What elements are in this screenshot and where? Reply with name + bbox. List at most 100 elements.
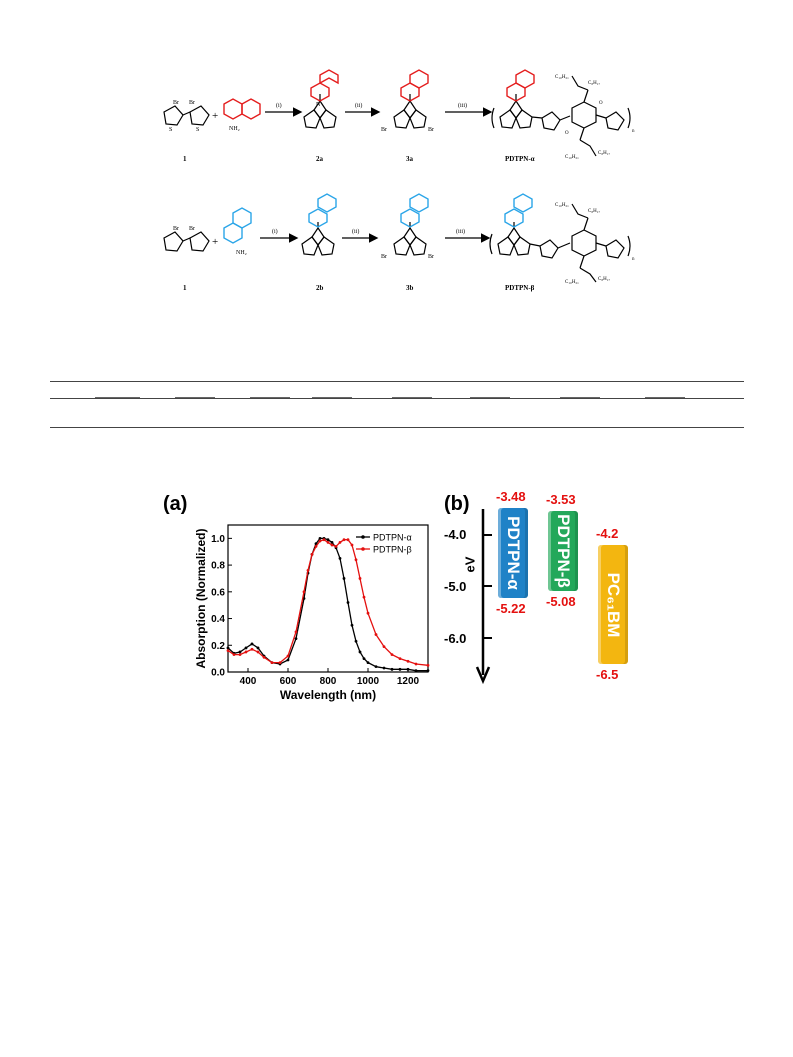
panel-label-b: (b) — [444, 493, 470, 515]
data-point — [346, 601, 350, 604]
x-axis-label: Wavelength (nm) — [280, 688, 376, 702]
y-tick-label: 0.6 — [211, 587, 225, 598]
data-point — [256, 646, 260, 650]
table-column-rule — [560, 397, 600, 398]
data-point — [342, 538, 346, 542]
step-label-iii: (iii) — [458, 102, 467, 109]
data-point — [286, 654, 290, 658]
data-point — [294, 630, 298, 634]
c8-label: C₈H₁₇ — [588, 81, 600, 86]
data-point — [232, 653, 236, 657]
data-point — [426, 663, 430, 667]
data-point — [262, 655, 266, 659]
table-bottom-rule — [50, 427, 744, 428]
step-label-i: (i) — [276, 102, 282, 109]
o-label: O — [565, 131, 569, 136]
br-label: Br — [428, 127, 434, 133]
compound-label: PDTPN-β — [505, 284, 535, 292]
polymer-pdtpn-beta — [489, 203, 631, 283]
legend-marker — [361, 535, 365, 539]
y-axis-label: Absorption (Normalized) — [194, 528, 208, 668]
data-point — [382, 645, 386, 649]
lumo-value: -4.2 — [596, 526, 619, 542]
compound-label: 1 — [183, 284, 187, 292]
data-point — [374, 665, 378, 669]
data-point — [350, 623, 354, 627]
n-label: N — [316, 102, 321, 108]
n-repeat-label: n — [632, 257, 635, 262]
naphthyl-3a — [400, 69, 429, 102]
data-point — [354, 558, 358, 562]
polymer-pdtpn-alpha — [491, 75, 631, 157]
s-label: S — [169, 127, 172, 133]
lumo-value: -3.48 — [496, 489, 526, 505]
data-point — [310, 553, 314, 556]
data-point — [238, 653, 242, 657]
x-tick-label: 600 — [280, 676, 297, 687]
data-point — [382, 666, 386, 670]
compound-3b — [393, 222, 427, 256]
y-tick-label: 0.4 — [211, 614, 225, 625]
step-label-ii: (ii) — [355, 102, 362, 109]
data-point — [226, 649, 230, 653]
data-point — [226, 646, 230, 650]
plus-sign: + — [212, 110, 218, 122]
br-label: Br — [189, 226, 195, 232]
data-point — [338, 540, 342, 544]
homo-value: -6.5 — [596, 666, 619, 682]
legend-label: PDTPN-β — [373, 545, 412, 555]
compound-1-row2 — [163, 231, 210, 252]
c10-label: C₁₀H₂₁ — [555, 75, 569, 80]
data-point — [286, 658, 290, 662]
naphthyl-3b — [400, 193, 429, 228]
data-point — [398, 657, 402, 661]
data-point — [244, 650, 248, 654]
c8-label: C₈H₁₇ — [598, 277, 610, 282]
energy-level-diagram: -4.0 -5.0 -6.0 eV PDTPN-α PDTPN-β PC₆₁BM… — [440, 489, 660, 705]
compound-label: PDTPN-α — [505, 155, 535, 163]
compound-label: 2a — [316, 155, 324, 163]
c10-label: C₁₀H₂₁ — [565, 280, 579, 285]
compound-3a — [393, 94, 427, 129]
y-tick-label: -6.0 — [444, 631, 467, 646]
c8-label: C₈H₁₇ — [598, 151, 610, 156]
c10-label: C₁₀H₂₁ — [565, 155, 579, 160]
data-point — [358, 650, 362, 654]
table-column-rule — [175, 397, 215, 398]
data-point — [390, 653, 394, 657]
n-repeat-label: n — [632, 129, 635, 134]
table-column-rule — [392, 397, 432, 398]
o-label: O — [599, 101, 603, 106]
nh2-label: NH₂ — [229, 126, 240, 132]
naphthyl-polymer-alpha — [506, 69, 535, 102]
data-point — [342, 577, 346, 580]
data-point — [318, 539, 322, 543]
compound-label: 2b — [316, 284, 324, 292]
table-column-rule — [645, 397, 685, 398]
y-tick-label: 1.0 — [211, 534, 225, 545]
data-point — [406, 667, 410, 671]
energy-bar-pc61bm: PC₆₁BM — [598, 545, 628, 664]
naphthyl-2a — [310, 69, 339, 102]
x-tick-label: 1000 — [357, 676, 380, 687]
panel-label-a: (a) — [163, 493, 188, 515]
br-label: Br — [381, 254, 387, 260]
naphthylamine-beta — [223, 207, 252, 244]
homo-value: -5.08 — [546, 593, 576, 609]
table-column-rule — [470, 397, 510, 398]
absorption-chart: 400 600 800 1000 1200 0.0 0.2 0.4 0.6 0.8 1.0 Wavel… — [194, 524, 430, 702]
data-point — [238, 650, 242, 654]
data-point — [426, 669, 430, 673]
y-tick-label: -4.0 — [444, 527, 467, 542]
x-tick-label: 800 — [320, 676, 337, 687]
energy-bar-pdtpn-beta: PDTPN-β — [548, 510, 578, 591]
naphthyl-2b — [308, 193, 337, 228]
data-point — [322, 538, 326, 542]
data-point — [270, 661, 274, 665]
br-label: Br — [381, 127, 387, 133]
data-point — [326, 540, 330, 544]
homo-value: -5.22 — [496, 600, 526, 616]
data-point — [278, 661, 282, 665]
c8-label: C₈H₁₇ — [588, 209, 600, 214]
y-tick-label: 0.8 — [211, 561, 225, 572]
